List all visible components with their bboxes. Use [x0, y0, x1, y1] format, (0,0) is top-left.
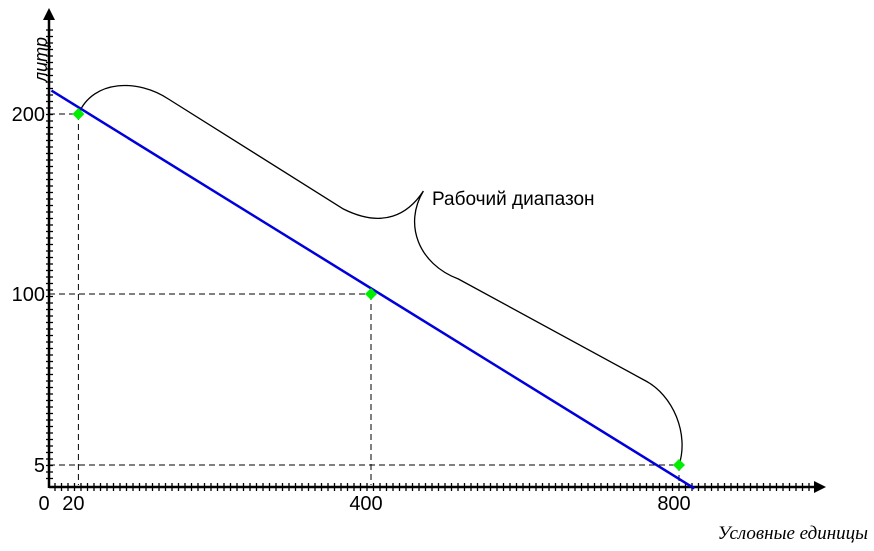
series-layer [50, 89, 696, 490]
data-point [365, 288, 377, 300]
brace-path [77, 84, 683, 466]
labels: литр Условные единицы Рабочий диапазон 0… [12, 37, 869, 544]
data-point [72, 108, 85, 120]
x-tick-label: 20 [62, 493, 84, 515]
y-tick-label: 5 [34, 455, 45, 477]
y-tick-label: 100 [12, 284, 45, 306]
x-tick-label: 800 [657, 493, 690, 515]
data-point [673, 459, 685, 471]
x-axis-label: Условные единицы [718, 523, 869, 544]
x-tick-label: 400 [349, 493, 382, 515]
y-axis-label: литр [31, 37, 51, 83]
range-annotation: Рабочий диапазон [432, 189, 595, 210]
y-tick-label: 200 [12, 104, 45, 126]
axes [43, 8, 826, 493]
x-tick-label: 0 [38, 493, 49, 515]
range-brace [77, 84, 683, 466]
series-line [50, 89, 696, 490]
guide-lines [49, 113, 680, 485]
